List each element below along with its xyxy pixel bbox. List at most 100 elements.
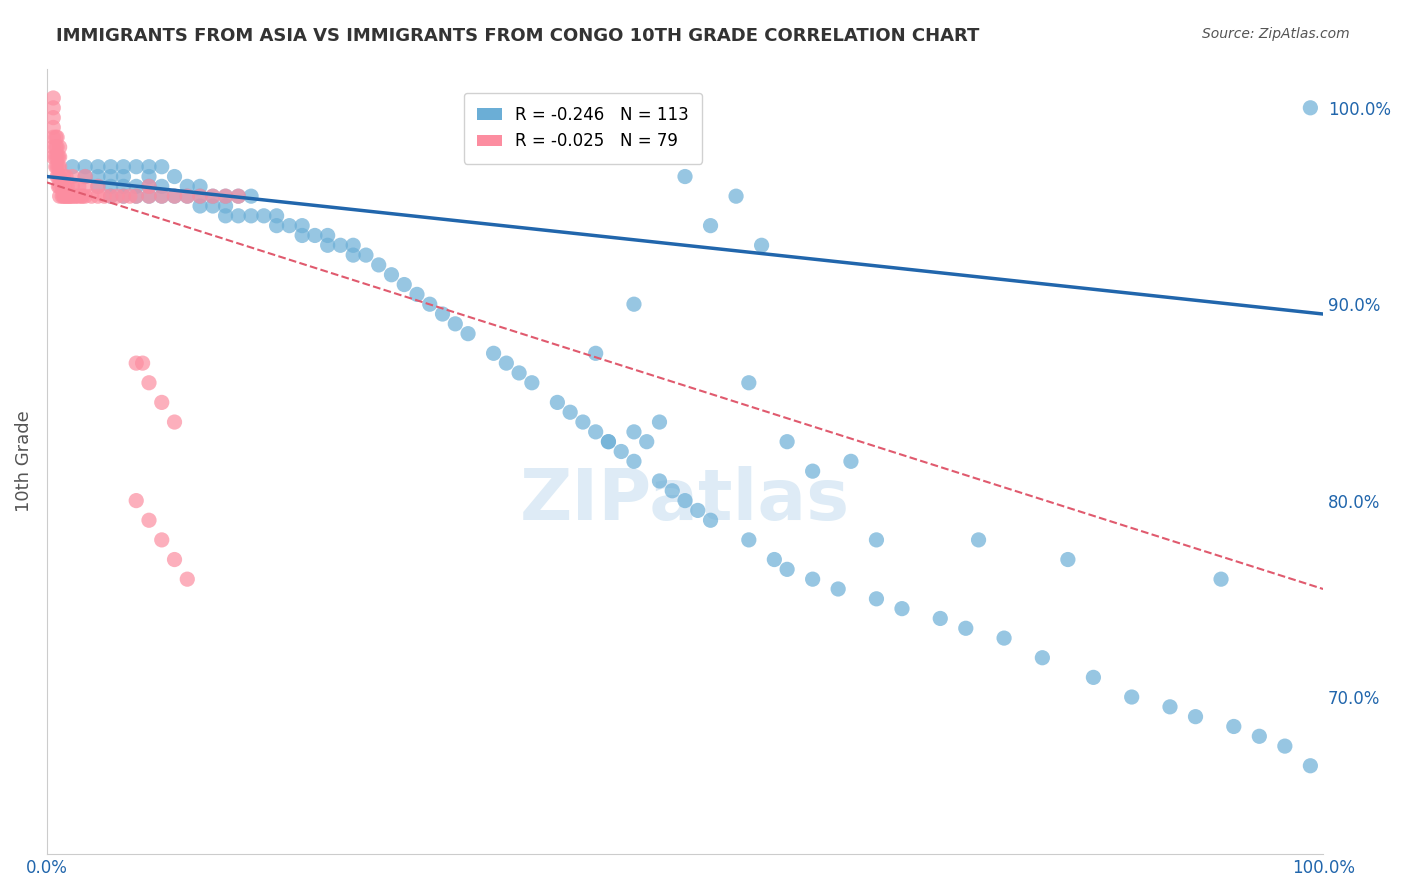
Point xyxy=(87,179,110,194)
Point xyxy=(827,582,849,596)
Point xyxy=(65,189,87,203)
Point xyxy=(508,366,530,380)
Point xyxy=(48,169,70,184)
Point xyxy=(188,199,211,213)
Point xyxy=(839,454,862,468)
Point xyxy=(188,189,211,203)
Point xyxy=(367,258,389,272)
Point xyxy=(48,150,70,164)
Point xyxy=(1299,101,1322,115)
Point xyxy=(163,189,186,203)
Point xyxy=(1184,709,1206,723)
Point xyxy=(100,189,122,203)
Point xyxy=(967,533,990,547)
Point xyxy=(105,189,128,203)
Point xyxy=(46,150,69,164)
Point xyxy=(763,552,786,566)
Point xyxy=(45,130,67,145)
Point xyxy=(329,238,352,252)
Point xyxy=(1121,690,1143,704)
Point xyxy=(46,160,69,174)
Point xyxy=(240,189,263,203)
Point xyxy=(1159,699,1181,714)
Point xyxy=(342,238,364,252)
Point xyxy=(623,425,645,439)
Y-axis label: 10th Grade: 10th Grade xyxy=(15,410,32,512)
Point xyxy=(62,160,84,174)
Point xyxy=(125,493,148,508)
Point xyxy=(636,434,658,449)
Point xyxy=(585,425,607,439)
Point xyxy=(75,160,97,174)
Point xyxy=(316,238,339,252)
Text: Source: ZipAtlas.com: Source: ZipAtlas.com xyxy=(1202,27,1350,41)
Point xyxy=(304,228,326,243)
Point xyxy=(100,160,122,174)
Point xyxy=(699,513,721,527)
Point xyxy=(520,376,543,390)
Point xyxy=(62,169,84,184)
Point xyxy=(48,179,70,194)
Point xyxy=(1031,650,1053,665)
Point xyxy=(610,444,633,458)
Point xyxy=(112,169,135,184)
Point xyxy=(42,111,65,125)
Point xyxy=(188,189,211,203)
Point xyxy=(100,179,122,194)
Point xyxy=(42,140,65,154)
Point xyxy=(42,101,65,115)
Legend: R = -0.246   N = 113, R = -0.025   N = 79: R = -0.246 N = 113, R = -0.025 N = 79 xyxy=(464,93,702,163)
Point xyxy=(380,268,402,282)
Point xyxy=(801,572,824,586)
Point xyxy=(56,189,79,203)
Point xyxy=(138,189,160,203)
Point xyxy=(75,189,97,203)
Point xyxy=(240,209,263,223)
Point xyxy=(100,169,122,184)
Point xyxy=(188,179,211,194)
Point xyxy=(751,238,773,252)
Point xyxy=(929,611,952,625)
Point xyxy=(291,219,314,233)
Point xyxy=(150,189,173,203)
Point xyxy=(125,179,148,194)
Point xyxy=(42,91,65,105)
Point xyxy=(865,591,887,606)
Point xyxy=(1299,758,1322,772)
Point xyxy=(546,395,568,409)
Point xyxy=(648,474,671,488)
Point xyxy=(125,356,148,370)
Point xyxy=(53,179,76,194)
Point xyxy=(993,631,1015,645)
Point xyxy=(572,415,595,429)
Point xyxy=(53,189,76,203)
Point xyxy=(48,169,70,184)
Point xyxy=(45,140,67,154)
Point xyxy=(623,297,645,311)
Point xyxy=(699,219,721,233)
Point xyxy=(75,169,97,184)
Point xyxy=(253,209,276,223)
Point xyxy=(100,189,122,203)
Point xyxy=(1209,572,1232,586)
Point xyxy=(406,287,429,301)
Point xyxy=(87,169,110,184)
Point xyxy=(266,219,288,233)
Point xyxy=(58,189,80,203)
Point xyxy=(52,189,75,203)
Point xyxy=(457,326,479,341)
Point xyxy=(125,160,148,174)
Point xyxy=(585,346,607,360)
Point xyxy=(138,376,160,390)
Point xyxy=(801,464,824,478)
Point xyxy=(62,179,84,194)
Point xyxy=(648,415,671,429)
Point xyxy=(46,169,69,184)
Point xyxy=(176,572,198,586)
Point xyxy=(45,160,67,174)
Point xyxy=(51,179,73,194)
Point xyxy=(201,199,224,213)
Point xyxy=(87,189,110,203)
Point xyxy=(138,189,160,203)
Point xyxy=(67,189,90,203)
